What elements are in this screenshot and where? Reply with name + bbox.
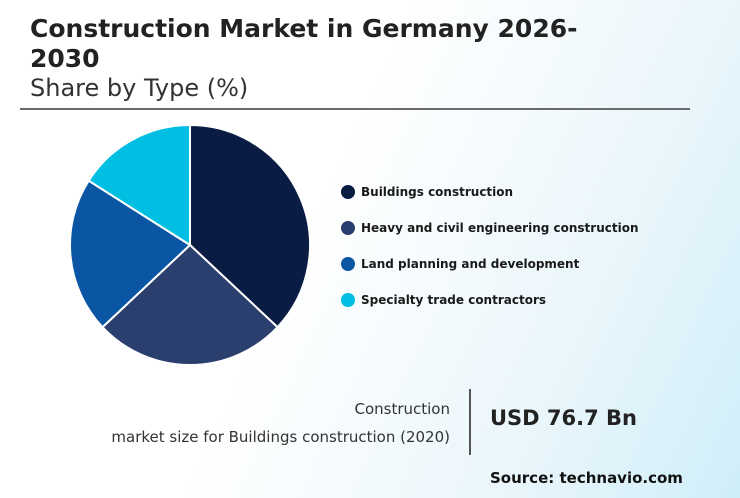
legend-label: Specialty trade contractors: [361, 293, 547, 307]
chart-legend: Buildings construction Heavy and civil en…: [341, 174, 639, 318]
legend-swatch: [341, 293, 355, 307]
pie-slice-1: [189, 123, 312, 329]
page-title: Construction Market in Germany 2026-2030: [30, 14, 578, 73]
legend-item: Land planning and development: [341, 246, 639, 282]
legend-item: Heavy and civil engineering construction: [341, 210, 639, 246]
legend-swatch: [341, 257, 355, 271]
pie-slice-2: [101, 243, 279, 367]
page-subtitle: Share by Type (%): [30, 74, 249, 102]
stat-divider: [469, 389, 471, 455]
title-divider: [20, 108, 690, 110]
legend-swatch: [341, 221, 355, 235]
legend-label: Land planning and development: [361, 257, 580, 271]
pie-slice-3: [69, 179, 192, 329]
legend-label: Buildings construction: [361, 185, 514, 199]
stat-caption-line1: Construction: [354, 400, 450, 418]
source-credit: Source: technavio.com: [490, 469, 683, 487]
pie-slice-4: [87, 123, 191, 247]
stat-value: USD 76.7 Bn: [490, 406, 637, 430]
legend-label: Heavy and civil engineering construction: [361, 221, 639, 235]
stat-caption-line2: market size for Buildings construction (…: [111, 428, 450, 446]
legend-item: Buildings construction: [341, 174, 639, 210]
legend-item: Specialty trade contractors: [341, 282, 639, 318]
legend-swatch: [341, 185, 355, 199]
